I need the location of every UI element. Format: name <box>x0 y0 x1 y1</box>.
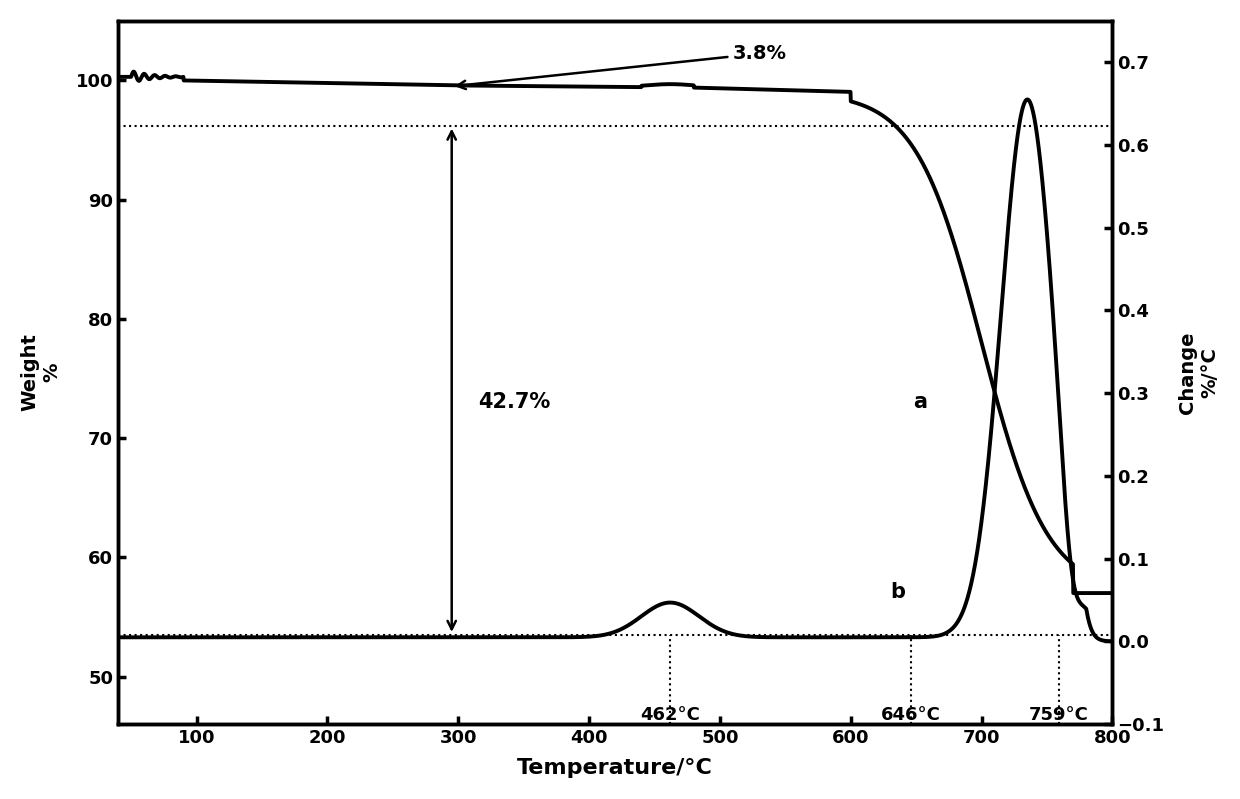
Text: 42.7%: 42.7% <box>477 392 551 412</box>
Text: 462°C: 462°C <box>640 706 701 725</box>
Text: 646°C: 646°C <box>880 706 941 725</box>
X-axis label: Temperature/°C: Temperature/°C <box>517 758 713 778</box>
Text: 759°C: 759°C <box>1029 706 1089 725</box>
Text: a: a <box>914 392 928 412</box>
Y-axis label: Change
%/°C: Change %/°C <box>1178 332 1219 414</box>
Y-axis label: Weight
%: Weight % <box>21 333 62 411</box>
Text: b: b <box>890 582 905 602</box>
Text: 3.8%: 3.8% <box>458 44 787 89</box>
